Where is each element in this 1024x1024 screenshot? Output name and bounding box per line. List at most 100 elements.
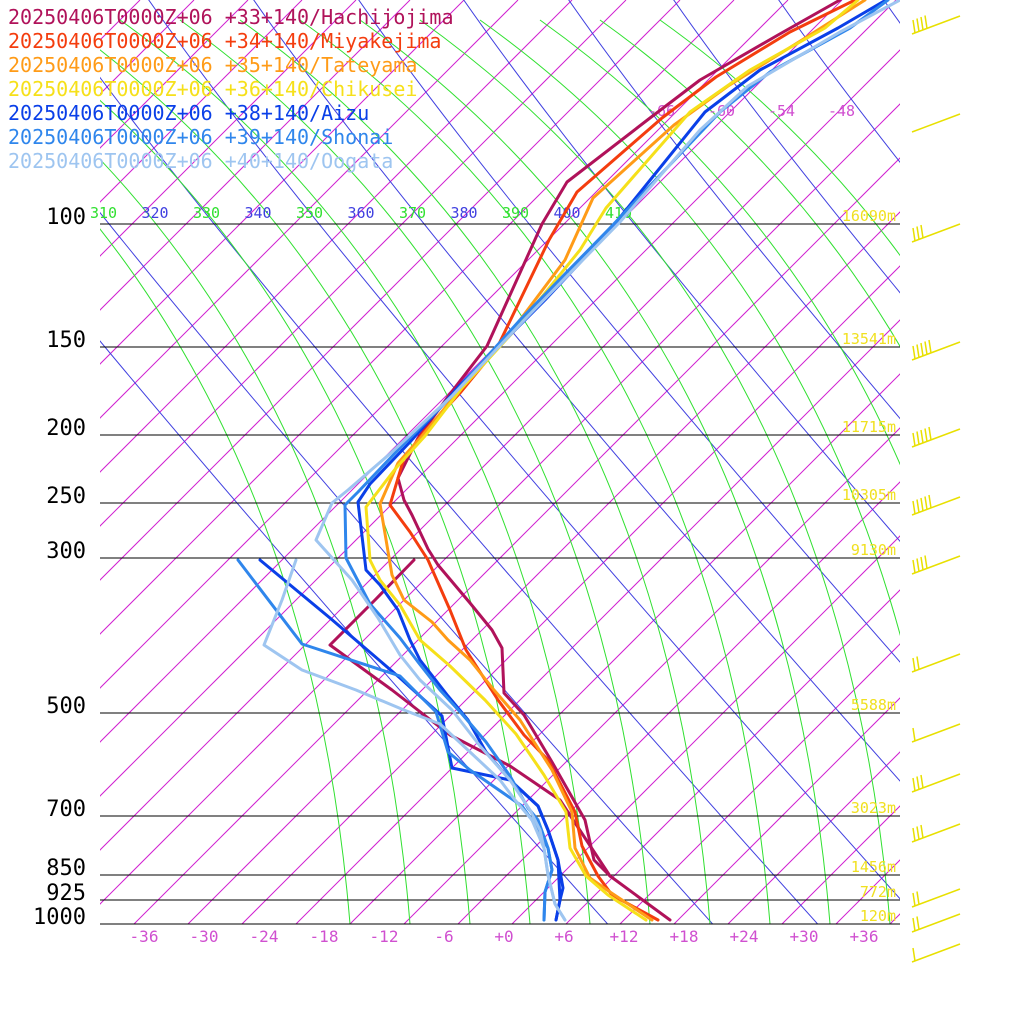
dry-adiabat-line: [778, 0, 900, 164]
wind-barb-flag: [912, 500, 916, 515]
x-tick-label: +6: [554, 927, 573, 946]
x-tick-label: +18: [670, 927, 699, 946]
x-tick-label: -12: [370, 927, 399, 946]
height-label: 1456m: [851, 858, 896, 876]
theta-label: 310: [90, 204, 117, 222]
moist-adiabat-line: [419, 19, 891, 924]
isotherm-line: [187, 211, 900, 924]
wind-barb-flag: [920, 16, 924, 31]
wind-barb-shaft: [911, 723, 961, 743]
profile-series: [236, 0, 900, 922]
moist-adiabat-line: [100, 99, 471, 924]
wind-barb-shaft: [911, 428, 961, 448]
moist-adiabat-line: [659, 19, 900, 257]
wind-barb-flag: [912, 892, 916, 907]
legend: 20250406T0000Z+06 +33+140/Hachijojima202…: [8, 5, 454, 173]
dry-adiabat-line: [100, 340, 609, 924]
legend-entry: 20250406T0000Z+06 +36+140/Chikusei: [8, 77, 417, 101]
pressure-label: 850: [46, 856, 86, 881]
height-label: 9130m: [851, 541, 896, 559]
isotherm-line: [565, 589, 900, 924]
isotherm-line: [998, 0, 1024, 924]
wind-barb-flag: [912, 19, 916, 34]
theta-label: 340: [245, 204, 272, 222]
isotherm-line: [100, 0, 519, 419]
wind-barb-flag: [912, 657, 916, 672]
theta-label: 370: [399, 204, 426, 222]
wind-barb-flag: [912, 227, 916, 242]
theta-label: 330: [193, 204, 220, 222]
wind-barb-flag: [916, 916, 920, 930]
pressure-label: 250: [46, 484, 86, 509]
series-line-hachijojima-dew: [328, 558, 612, 878]
x-tick-label: -6: [434, 927, 453, 946]
dry-adiabat-line: [568, 0, 900, 420]
wind-barb-shaft: [911, 15, 961, 35]
isotherm-line: [100, 0, 627, 527]
x-tick-label: -24: [250, 927, 279, 946]
isotherm-line: [133, 157, 900, 924]
wind-barb-flag: [912, 559, 916, 574]
wind-barb-shaft: [911, 341, 961, 361]
theta-label: 360: [348, 204, 375, 222]
wind-barb-flag: [924, 341, 928, 355]
upper-temp-label: -54: [768, 102, 795, 120]
series-line-oogata: [314, 0, 900, 922]
wind-barb-shaft: [911, 113, 961, 133]
x-tick-label: +12: [610, 927, 639, 946]
pressure-label: 500: [46, 694, 86, 719]
pressure-label: 1000: [33, 905, 86, 930]
wind-barb-flag: [916, 344, 920, 358]
series-line-aizu-dew: [258, 558, 562, 922]
x-tick-label: -36: [130, 927, 159, 946]
legend-entry: 20250406T0000Z+06 +34+140/Miyakejima: [8, 29, 441, 53]
wind-barb-flag: [920, 824, 924, 839]
wind-barb-flag: [912, 777, 916, 792]
legend-entry: 20250406T0000Z+06 +38+140/Aizu: [8, 101, 369, 125]
wind-barb-flag: [916, 891, 920, 905]
series-line-oogata-dew: [262, 558, 567, 922]
height-label: 772m: [860, 883, 896, 901]
pressure-label: 300: [46, 539, 86, 564]
wind-barb-flag: [916, 776, 920, 790]
wind-barb-shaft: [911, 888, 961, 908]
dry-adiabat-line: [100, 211, 714, 924]
height-label: 5588m: [851, 696, 896, 714]
series-line-miyakejima: [388, 0, 857, 922]
wind-barb-flag: [916, 431, 920, 445]
legend-entry: 20250406T0000Z+06 +39+140/Shonai: [8, 125, 393, 149]
wind-barb-shaft: [911, 555, 961, 575]
wind-barb-flag: [916, 18, 920, 32]
isotherm-line: [100, 0, 735, 635]
isotherm-line: [100, 0, 897, 797]
isotherm-line: [100, 103, 900, 905]
dry-adiabat-line: [463, 0, 900, 543]
isotherm-line: [100, 0, 573, 473]
isotherm-line: [673, 697, 900, 924]
series-line-chikusei: [364, 0, 860, 922]
height-label: 10305m: [842, 486, 896, 504]
dry-adiabat-grid: [100, 0, 900, 924]
series-line-tateyama: [378, 0, 867, 922]
wind-barb-shaft: [911, 823, 961, 843]
wind-barb-shaft: [911, 773, 961, 793]
dry-adiabat-line: [358, 0, 900, 663]
wind-barbs: [911, 15, 961, 963]
wind-barb-flag: [924, 555, 928, 569]
wind-barb-flag: [920, 774, 924, 789]
wind-barb-flag: [924, 15, 928, 29]
pressure-label: 200: [46, 416, 86, 441]
wind-barb-flag: [928, 426, 932, 441]
isotherm-line: [889, 913, 900, 924]
wind-barb-flag: [920, 497, 924, 512]
wind-barb-flag: [912, 432, 916, 447]
x-tick-label: +0: [494, 927, 513, 946]
wind-barb-flag: [912, 345, 916, 360]
pressure-label: 700: [46, 797, 86, 822]
pressure-lines: 100 16090m 150 13541m 200 11715m 250 10305m 300 9…: [33, 205, 900, 930]
wind-barb-shaft: [911, 943, 961, 963]
isotherm-line: [100, 0, 411, 311]
pressure-label: 100: [46, 205, 86, 230]
wind-barb-flag: [920, 342, 924, 357]
